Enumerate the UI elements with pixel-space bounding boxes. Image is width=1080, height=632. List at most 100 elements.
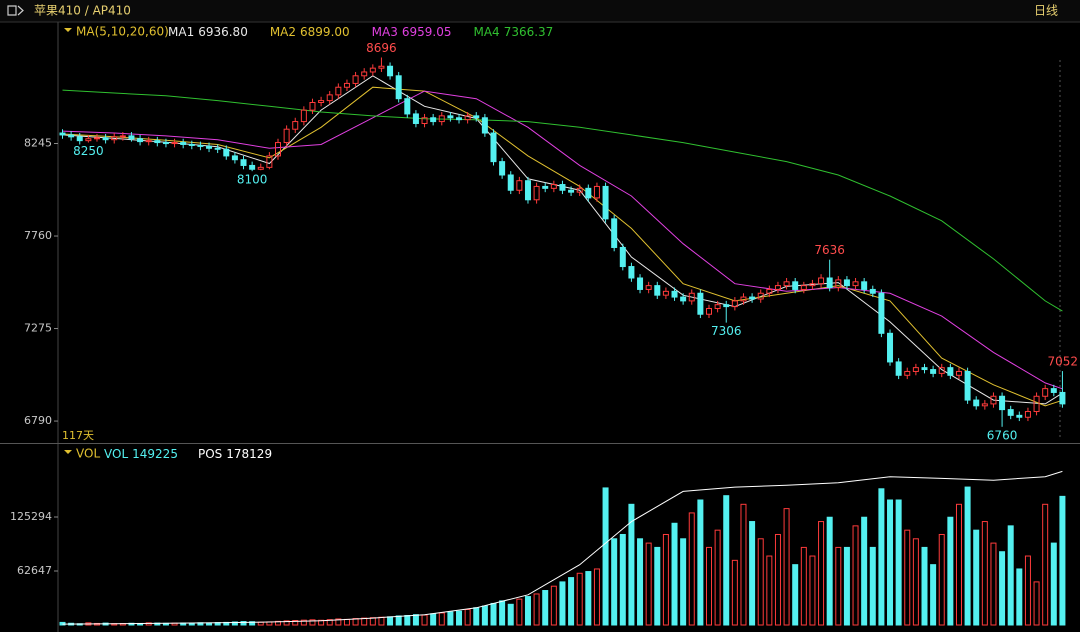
candle-body	[309, 101, 316, 111]
candle-body	[361, 71, 368, 77]
ma-legend-value: 6899.00	[300, 25, 350, 39]
candle-body	[162, 142, 169, 145]
volume-bar	[766, 555, 773, 626]
volume-bar	[869, 546, 876, 626]
candle-body	[1016, 414, 1023, 418]
candle-body	[550, 184, 557, 189]
candle-body	[412, 113, 419, 124]
candle-body	[119, 135, 126, 138]
candle-body	[257, 166, 264, 170]
candle-body	[1042, 388, 1049, 397]
volume-bar	[326, 619, 333, 626]
candle-body	[378, 65, 385, 69]
candle-body	[835, 279, 842, 289]
candle-body	[369, 67, 376, 73]
indicator-arrow	[64, 28, 72, 32]
volume-bar	[947, 516, 954, 626]
candle-body	[869, 288, 876, 294]
candle-body	[473, 115, 480, 119]
volume-bar	[619, 533, 626, 626]
candle-body	[981, 403, 988, 407]
period[interactable]: 日线	[1034, 4, 1058, 18]
volume-bar	[1024, 555, 1031, 626]
volume-bar	[499, 600, 506, 626]
volume-bar	[524, 596, 531, 626]
volume-bar	[516, 598, 523, 626]
candle-body	[300, 109, 307, 123]
candle-body	[447, 115, 454, 119]
candle-body	[102, 137, 109, 141]
candle-body	[568, 189, 575, 193]
candle-body	[662, 290, 669, 296]
candle-body	[706, 308, 712, 315]
candle-body	[637, 277, 644, 290]
candle-body	[783, 281, 790, 287]
extreme-label: 8250	[73, 144, 104, 158]
candle-body	[593, 185, 600, 199]
candle-body	[818, 277, 825, 285]
candle-body	[749, 296, 756, 300]
candle-body	[1007, 409, 1014, 416]
y-tick-label: 7275	[24, 322, 52, 335]
ma-legend: MA1 6936.80 MA2 6899.00 MA3 6959.05 MA4 7366.37	[168, 25, 553, 39]
volume-bar	[921, 546, 928, 626]
volume-legend-name: POS	[198, 447, 222, 461]
candle-body	[111, 136, 118, 141]
candle-body	[576, 187, 583, 193]
volume-legend-name: VOL	[104, 447, 128, 461]
candle-body	[1059, 391, 1066, 405]
candle-body	[645, 285, 652, 290]
candle-body	[912, 367, 919, 372]
volume-bar	[283, 620, 290, 626]
volume-bar	[231, 621, 238, 626]
volume-bar	[585, 571, 592, 626]
volume-bar	[542, 590, 549, 626]
candle-body	[1033, 395, 1040, 413]
candle-body	[697, 292, 704, 315]
volume-bar	[981, 521, 988, 626]
volume-bar	[835, 546, 842, 626]
candle-body	[516, 180, 523, 191]
candle-body	[214, 147, 221, 150]
candle-body	[559, 184, 566, 191]
volume-bar	[1059, 495, 1066, 626]
candle-body	[654, 285, 661, 296]
candle-body	[524, 180, 531, 201]
volume-bar	[800, 546, 807, 626]
candle-body	[619, 246, 626, 268]
volume-tick-label: 62647	[17, 564, 52, 577]
y-tick-label: 8245	[24, 137, 52, 150]
candle-body	[887, 332, 894, 363]
volume-bar	[335, 618, 342, 626]
volume-bar	[404, 615, 411, 626]
ma-line	[62, 89, 1063, 312]
extreme-label: 8100	[237, 173, 268, 187]
volume-bar	[955, 503, 962, 626]
volume-bar	[447, 611, 454, 626]
candle-body	[231, 155, 238, 161]
ma-legend-value: 6936.80	[198, 25, 248, 39]
ma-legend-value: 6959.05	[402, 25, 452, 39]
candle-body	[955, 370, 962, 376]
volume-bar	[783, 508, 790, 626]
volume-bar	[481, 605, 488, 626]
volume-bar	[430, 613, 437, 626]
candle-body	[680, 296, 687, 302]
menu-icon[interactable]	[7, 5, 24, 16]
candle-body	[990, 395, 997, 405]
days-label: 117天	[62, 429, 94, 442]
volume-bar	[749, 521, 756, 626]
volume-bar	[731, 559, 738, 626]
volume-bar	[680, 538, 687, 626]
candle-body	[757, 292, 764, 300]
candle-body	[387, 65, 394, 77]
volume-bar	[930, 564, 937, 626]
candle-body	[188, 143, 195, 146]
volume-bar	[688, 512, 695, 626]
volume-bar	[1033, 581, 1040, 626]
volume-bar	[300, 619, 307, 626]
y-tick-label: 7760	[24, 229, 52, 242]
candle-body	[430, 117, 437, 123]
volume-bar	[568, 577, 575, 626]
